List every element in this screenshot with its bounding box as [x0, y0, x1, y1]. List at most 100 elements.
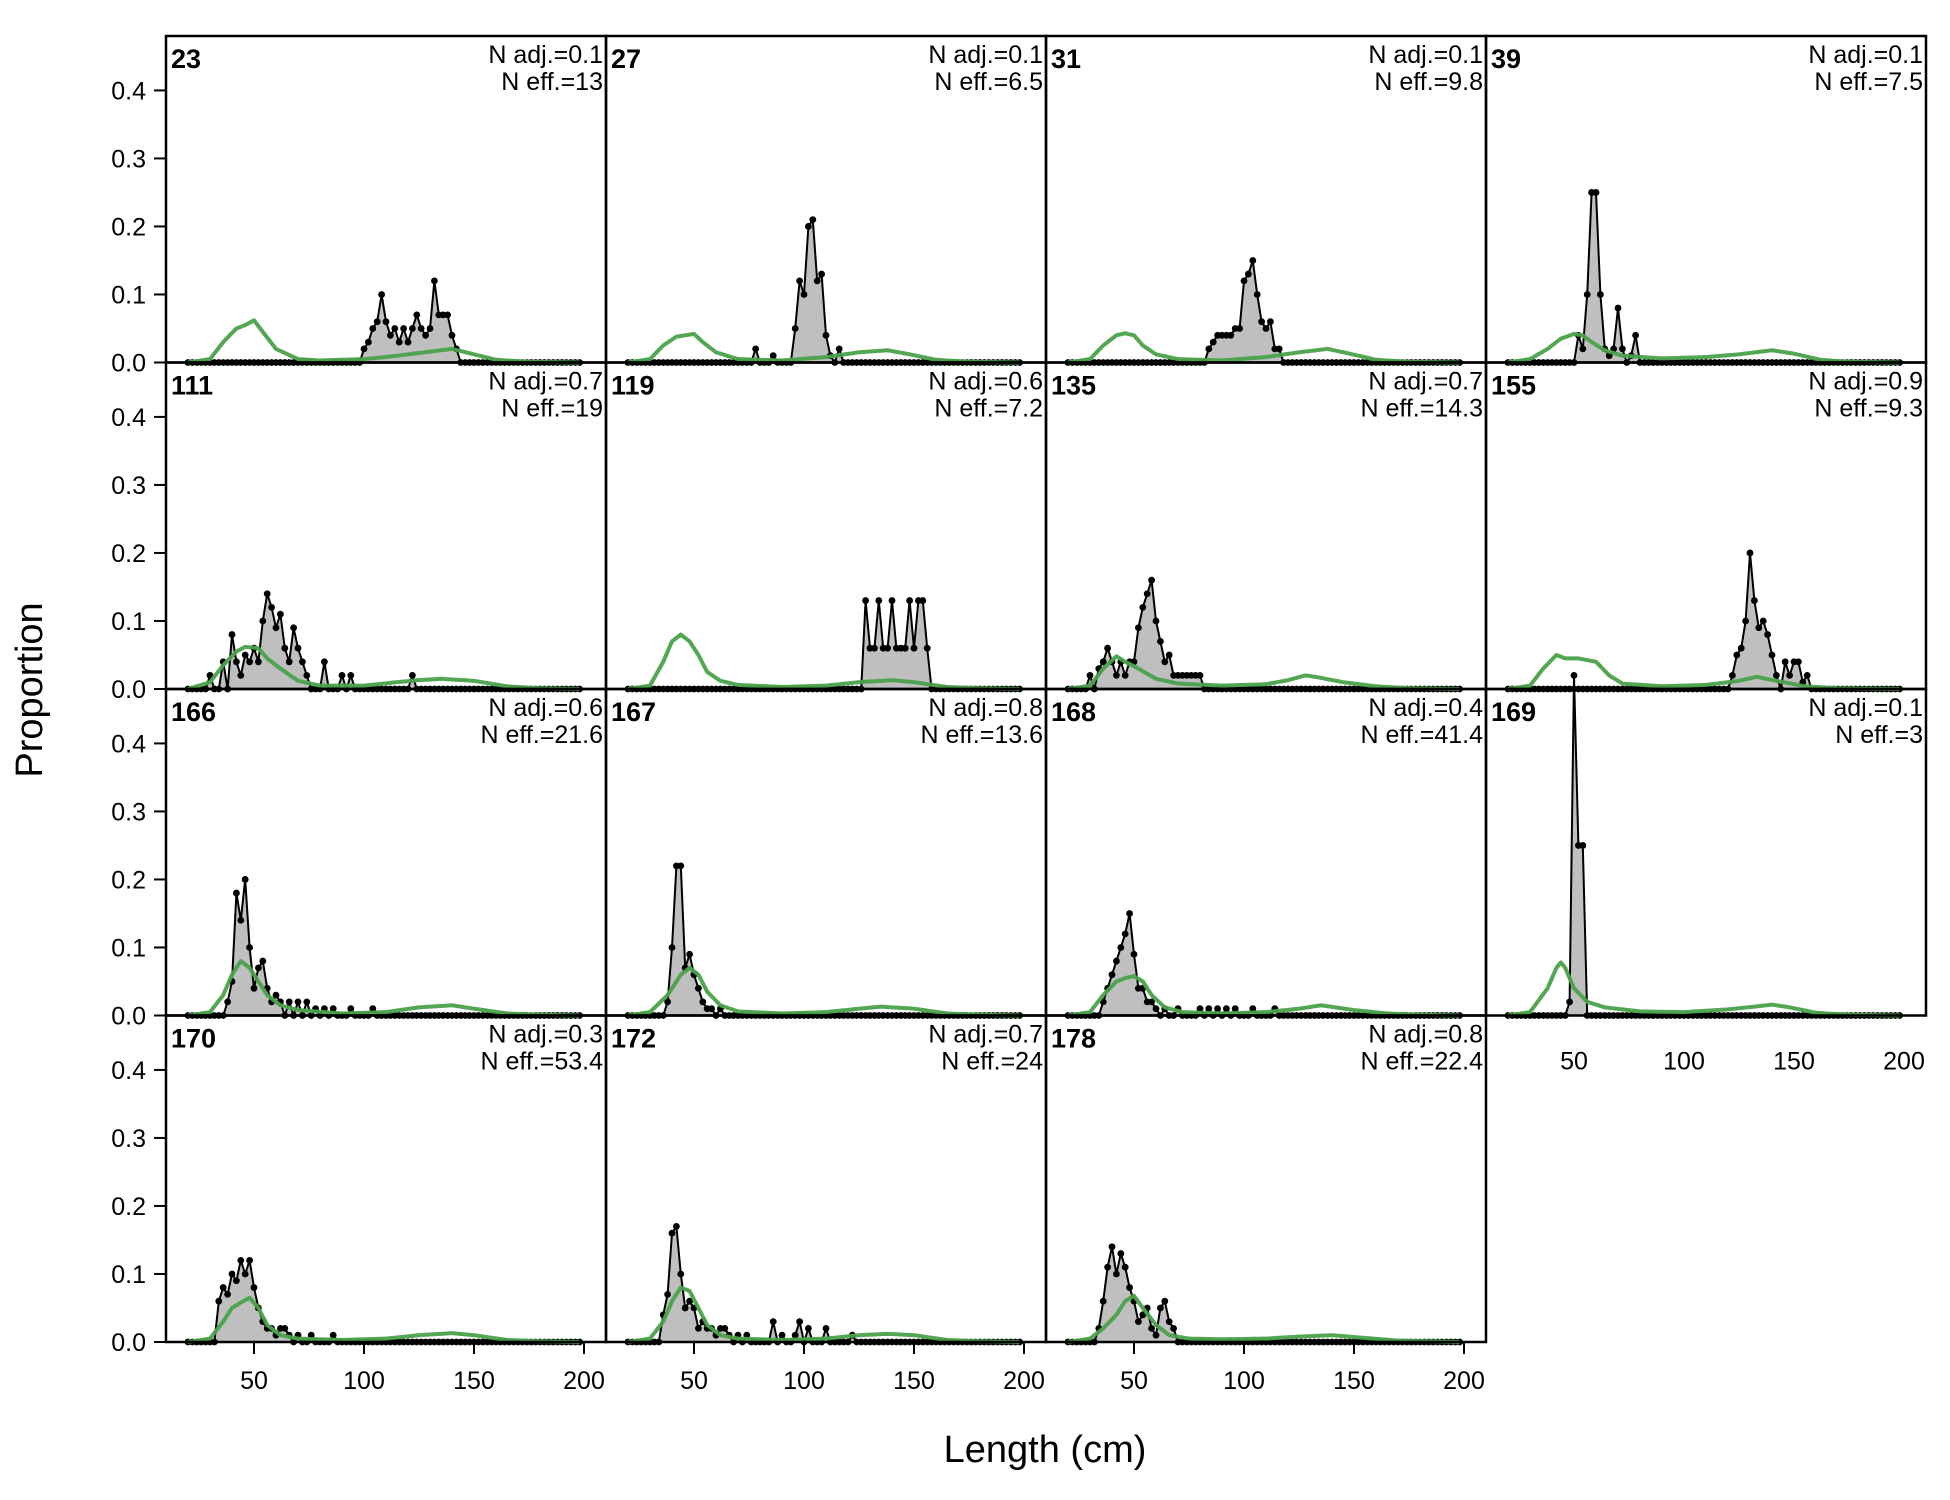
n-adj-label: N adj.=0.7: [928, 1021, 1043, 1049]
n-eff-label: N eff.=24: [941, 1048, 1043, 1076]
x-tick-label: 100: [1223, 1367, 1265, 1395]
observed-point: [721, 1324, 729, 1332]
observed-point: [1245, 270, 1252, 278]
observed-point: [387, 331, 394, 339]
observed-point: [1583, 291, 1591, 298]
observed-point: [822, 331, 830, 339]
y-tick-label: 0.3: [111, 145, 146, 173]
n-eff-label: N eff.=7.5: [1814, 68, 1923, 96]
observed-point: [1121, 1263, 1129, 1271]
observed-point: [1759, 617, 1767, 625]
panel-id-label: 27: [611, 44, 641, 74]
x-tick-label: 50: [680, 1367, 708, 1395]
observed-point: [272, 991, 280, 999]
y-tick-label: 0.0: [111, 350, 146, 378]
observed-point: [299, 658, 306, 666]
observed-point: [281, 1324, 289, 1332]
expected-line: [627, 1285, 1020, 1344]
observed-point: [1113, 957, 1120, 965]
observed-point: [255, 658, 262, 666]
observed-point: [303, 671, 311, 679]
observed-point: [1121, 930, 1129, 938]
observed-point: [237, 916, 245, 924]
observed-area: [628, 864, 1020, 1018]
observed-point: [1737, 644, 1745, 652]
observed-point: [285, 658, 293, 666]
n-adj-label: N adj.=0.7: [1368, 368, 1483, 396]
n-adj-label: N adj.=0.1: [1808, 694, 1923, 722]
panel-id-label: 178: [1051, 1024, 1096, 1054]
observed-point: [285, 998, 293, 1006]
n-adj-label: N adj.=0.6: [488, 694, 603, 722]
y-tick-label: 0.2: [111, 213, 146, 241]
observed-point: [1143, 590, 1151, 598]
observed-point: [382, 318, 390, 326]
n-eff-label: N eff.=21.6: [480, 721, 603, 749]
n-adj-label: N adj.=0.8: [1368, 1021, 1483, 1049]
panel-id-label: 111: [171, 371, 213, 401]
observed-point: [813, 277, 821, 285]
panel-167: 167 N adj.=0.8N eff.=13.6: [604, 687, 1048, 1019]
observed-point: [1579, 842, 1587, 849]
observed-point: [1781, 658, 1789, 666]
panel-id-label: 135: [1051, 371, 1096, 401]
observed-point: [321, 658, 328, 666]
observed-point: [686, 1297, 693, 1305]
x-tick-label: 100: [343, 1367, 385, 1395]
expected-line: [1507, 960, 1900, 1018]
observed-point: [1126, 910, 1133, 917]
observed-point: [409, 325, 416, 332]
n-eff-label: N eff.=7.2: [934, 395, 1043, 423]
observed-point: [290, 624, 297, 632]
panel-170: 170 N adj.=0.3N eff.=53.4 0.0 0.1 0.2 0.3 0.4 5…: [111, 1014, 608, 1395]
observed-point: [237, 1256, 245, 1264]
observed-point: [1267, 318, 1274, 326]
observed-point: [263, 590, 271, 598]
n-eff-label: N eff.=13: [501, 68, 603, 96]
observed-point: [347, 671, 355, 679]
expected-line: [1507, 331, 1900, 365]
panel-id-label: 119: [611, 371, 655, 401]
observed-point: [686, 950, 693, 958]
observed-point: [1130, 950, 1138, 958]
observed-point: [1152, 1331, 1160, 1339]
x-tick-label: 200: [1883, 1048, 1925, 1076]
observed-point: [805, 223, 812, 230]
observed-point: [1135, 1318, 1142, 1325]
observed-point: [255, 964, 262, 972]
expected-line: [627, 965, 1020, 1018]
x-tick-label: 50: [1120, 1367, 1148, 1395]
observed-point: [1227, 331, 1235, 339]
observed-point: [1126, 1284, 1133, 1291]
observed-point: [1161, 1297, 1169, 1305]
panel-155: 155 N adj.=0.9N eff.=9.3: [1484, 361, 1928, 693]
observed-point: [1619, 345, 1626, 353]
observed-point: [800, 291, 808, 298]
observed-area: [1508, 552, 1900, 690]
observed-point: [1161, 658, 1169, 666]
observed-point: [1729, 671, 1736, 679]
y-tick-label: 0.2: [111, 540, 146, 568]
expected-line: [627, 331, 1020, 365]
x-tick-label: 100: [1663, 1048, 1705, 1076]
panel-23: 23 N adj.=0.1N eff.=13 0.0 0.1 0.2 0.3 0.4: [111, 34, 608, 378]
y-tick-label: 0.2: [111, 1193, 146, 1221]
n-eff-label: N eff.=19: [501, 395, 603, 423]
panel-135: 135 N adj.=0.7N eff.=14.3: [1044, 361, 1488, 693]
n-eff-label: N eff.=6.5: [934, 68, 1043, 96]
observed-point: [805, 1324, 812, 1332]
observed-point: [1742, 617, 1749, 625]
y-tick-label: 0.3: [111, 798, 146, 826]
y-tick-label: 0.0: [111, 1003, 146, 1031]
n-adj-label: N adj.=0.1: [1808, 41, 1923, 69]
observed-point: [246, 658, 254, 666]
x-tick-label: 150: [453, 1367, 495, 1395]
panel-frame: [1484, 687, 1928, 1017]
observed-area: [628, 1223, 1020, 1346]
expected-line: [1507, 652, 1900, 691]
observed-point: [329, 1005, 337, 1013]
observed-point: [871, 644, 878, 652]
observed-point: [1570, 671, 1578, 679]
observed-area: [628, 599, 1020, 690]
